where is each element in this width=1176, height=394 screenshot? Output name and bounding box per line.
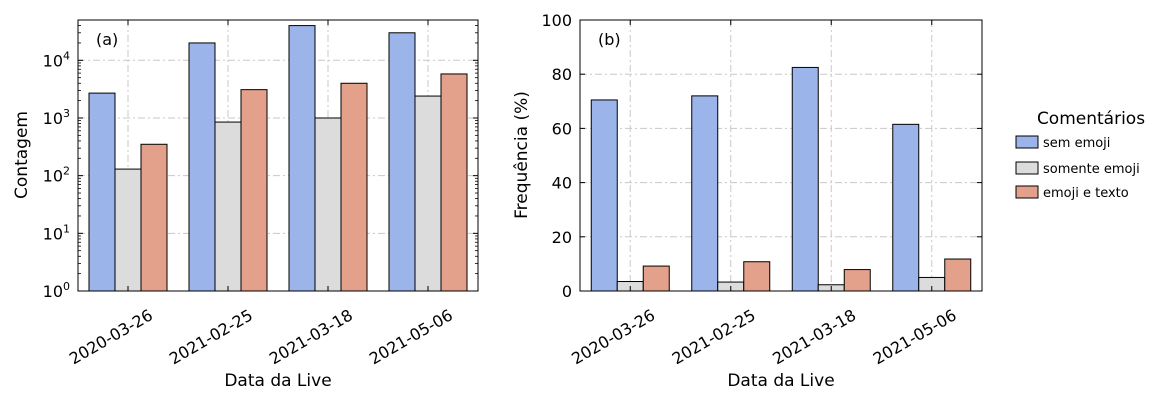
panel-a-bar-sem-emoji-2021-05-06: [388, 32, 416, 292]
panel-a-bar-somente-emoji-2021-05-06: [414, 95, 442, 292]
panel-a-bar-sem-emoji-2020-03-26: [88, 92, 116, 292]
legend-swatch-emoji-e-texto: [1015, 185, 1039, 199]
legend-swatch-somente-emoji: [1015, 161, 1039, 175]
panel-b-axes-frame: [579, 19, 983, 292]
legend-label-somente-emoji: somente emoji: [1043, 162, 1140, 177]
panel-b-y-tick-label-5: 100: [541, 11, 572, 30]
panel-b-y-tick-label-0: 0: [562, 282, 572, 301]
panel-b-y-tick-label-4: 80: [552, 65, 572, 84]
panel-a-bar-emoji-e-texto-2020-03-26: [140, 143, 168, 292]
panel-a-y-tick-label-2: 102: [43, 165, 70, 186]
panel-a-x-tick-label-1: 2021-02-25: [166, 305, 256, 368]
panel-b-bar-emoji-e-texto-2021-05-06: [944, 258, 972, 292]
panel-a-y-axis-title: Contagem: [12, 111, 32, 199]
panel-b-y-tick-label-2: 40: [552, 174, 572, 193]
panel-b-bar-sem-emoji-2021-03-18: [791, 66, 819, 292]
panel-b-y-tick-label-3: 60: [552, 119, 572, 138]
panel-a-x-tick-label-3: 2021-05-06: [366, 305, 456, 368]
legend-label-emoji-e-texto: emoji e texto: [1043, 186, 1129, 201]
panel-a-y-tick-label-3: 103: [43, 107, 70, 128]
panel-b-x-axis-title: Data da Live: [727, 371, 834, 391]
panel-a-bar-emoji-e-texto-2021-05-06: [440, 73, 468, 292]
panel-b-bar-emoji-e-texto-2020-03-26: [642, 265, 670, 292]
panel-b-bar-sem-emoji-2021-05-06: [892, 123, 920, 292]
panel-b-y-axis-title: Frequência (%): [512, 91, 532, 219]
panel-a-axes-frame: [77, 19, 479, 292]
panel-a-y-tick-label-0: 100: [43, 280, 70, 301]
legend-label-sem-emoji: sem emoji: [1043, 136, 1110, 151]
panel-a-label: (a): [96, 30, 118, 49]
panel-a-y-tick-label-4: 104: [43, 49, 70, 70]
panel-a-bar-sem-emoji-2021-03-18: [288, 25, 316, 292]
panel-a-bar-sem-emoji-2021-02-25: [188, 42, 216, 292]
panel-b-x-tick-label-0: 2020-03-26: [568, 305, 658, 368]
panel-a-bar-somente-emoji-2020-03-26: [114, 168, 142, 292]
panel-b-bar-sem-emoji-2020-03-26: [590, 99, 618, 292]
panel-a-bar-somente-emoji-2021-03-18: [314, 117, 342, 292]
panel-a-bar-somente-emoji-2021-02-25: [214, 121, 242, 292]
panel-b-bar-emoji-e-texto-2021-03-18: [843, 269, 871, 292]
panel-a-bar-emoji-e-texto-2021-02-25: [240, 89, 268, 292]
panel-b-bar-emoji-e-texto-2021-02-25: [743, 261, 771, 292]
panel-a-x-tick-label-2: 2021-03-18: [266, 305, 356, 368]
legend-title: Comentários: [1037, 109, 1145, 129]
panel-b-x-tick-label-2: 2021-03-18: [769, 305, 859, 368]
panel-b-x-tick-label-1: 2021-02-25: [669, 305, 759, 368]
legend-swatch-sem-emoji: [1015, 135, 1039, 149]
legend: Comentários sem emoji somente emoji emoj…: [1015, 109, 1145, 201]
panel-b-label: (b): [598, 30, 621, 49]
panel-a-x-tick-label-0: 2020-03-26: [66, 305, 156, 368]
panel-b-x-tick-label-3: 2021-05-06: [870, 305, 960, 368]
panel-b-y-tick-label-1: 20: [552, 228, 572, 247]
panel-b-bar-sem-emoji-2021-02-25: [691, 95, 719, 292]
panel-a-x-axis-title: Data da Live: [224, 371, 331, 391]
panel-a-bar-emoji-e-texto-2021-03-18: [340, 82, 368, 292]
panel-b-chart: 0 20 40 60 80 100 2020-03-26 2021-02-25 2021-03-…: [512, 11, 983, 391]
panel-b-plot-area: 0 20 40 60 80 100 2020-03-26 2021-02-25 2021-03-…: [541, 11, 983, 368]
panel-a-y-tick-label-1: 101: [43, 222, 70, 243]
